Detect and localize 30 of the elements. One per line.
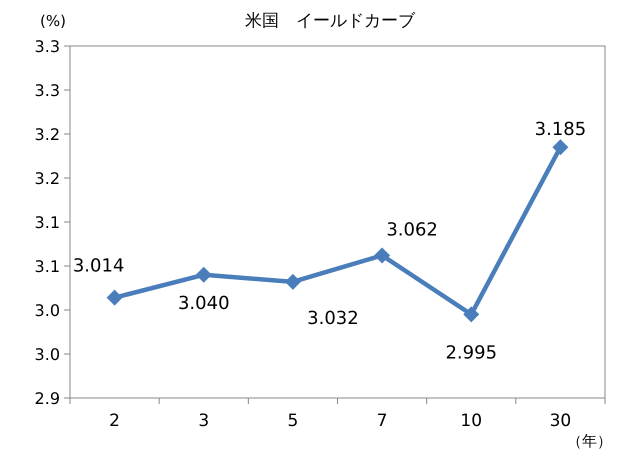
x-axis-title: （年）	[567, 432, 612, 450]
point	[374, 247, 390, 264]
y-tick-label: 3.0	[34, 345, 60, 364]
data-label: 3.032	[307, 308, 359, 329]
x-tick-label: 7	[376, 411, 388, 431]
x-tick-label: 10	[460, 411, 482, 431]
y-tick-label: 3.1	[34, 257, 60, 276]
point	[552, 139, 568, 156]
x-tick-label: 30	[550, 411, 572, 431]
data-label: 3.062	[386, 219, 438, 240]
y-tick-label: 3.1	[34, 213, 60, 232]
y-tick-label: 3.3	[34, 81, 60, 100]
y-tick-label: 3.2	[34, 125, 60, 144]
point	[463, 306, 480, 322]
data-label: 3.185	[534, 119, 586, 140]
y-tick-label: 2.9	[34, 389, 60, 408]
data-label: 2.995	[445, 342, 498, 364]
data-label: 3.040	[178, 292, 230, 314]
y-axis-title: (%)	[40, 12, 66, 30]
x-tick-label: 2	[109, 411, 120, 431]
point	[106, 290, 123, 306]
data-label: 3.014	[72, 256, 124, 277]
y-tick-label: 3.2	[34, 169, 60, 188]
point	[196, 266, 212, 283]
point	[284, 274, 301, 290]
y-tick-label: 3.3	[34, 37, 60, 56]
y-tick-label: 3.0	[34, 301, 60, 320]
x-tick-label: 5	[288, 411, 298, 431]
chart-title: 米国 イールドカーブ	[245, 11, 416, 31]
x-tick-label: 3	[198, 411, 210, 431]
